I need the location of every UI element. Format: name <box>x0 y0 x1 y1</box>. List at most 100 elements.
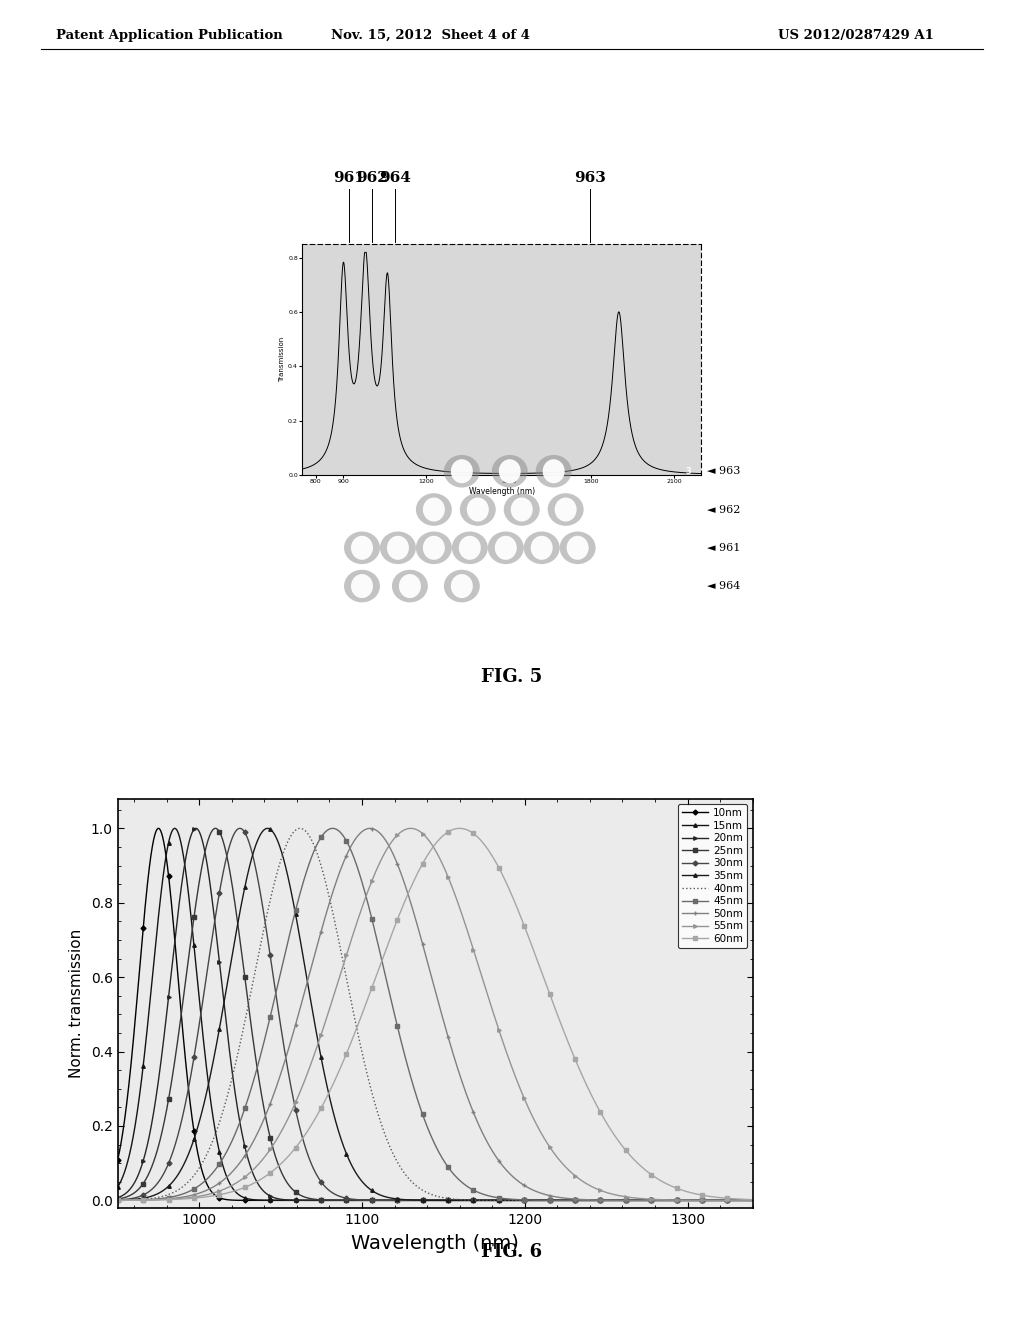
Ellipse shape <box>380 532 416 564</box>
45nm <box>355 873 368 888</box>
Text: 962: 962 <box>356 170 388 185</box>
Ellipse shape <box>351 536 373 560</box>
25nm <box>184 937 197 953</box>
15nm <box>169 821 181 837</box>
55nm <box>355 902 368 917</box>
45nm <box>184 1183 197 1199</box>
40nm <box>222 1086 234 1102</box>
10nm <box>184 1097 197 1113</box>
50nm <box>746 1192 759 1208</box>
Text: ◄ 962: ◄ 962 <box>707 504 740 515</box>
60nm <box>112 1192 124 1208</box>
45nm <box>383 983 395 999</box>
15nm <box>222 1172 234 1188</box>
10nm <box>355 1192 368 1208</box>
60nm <box>222 1185 234 1201</box>
55nm <box>746 1192 759 1208</box>
35nm <box>746 1192 759 1208</box>
40nm <box>294 821 306 837</box>
40nm <box>734 1192 746 1208</box>
25nm <box>355 1192 368 1208</box>
35nm <box>184 1142 197 1158</box>
Line: 60nm: 60nm <box>116 826 755 1203</box>
Line: 40nm: 40nm <box>118 829 753 1200</box>
45nm <box>327 821 339 837</box>
Ellipse shape <box>344 532 380 564</box>
Ellipse shape <box>511 498 532 521</box>
35nm <box>222 973 234 989</box>
Text: 3: 3 <box>686 467 691 475</box>
30nm <box>222 843 234 859</box>
40nm <box>666 1192 678 1208</box>
Ellipse shape <box>560 532 596 564</box>
20nm <box>184 830 197 846</box>
45nm <box>734 1192 746 1208</box>
Text: 961: 961 <box>333 170 366 185</box>
Ellipse shape <box>467 498 488 521</box>
40nm <box>112 1192 124 1208</box>
Ellipse shape <box>566 536 589 560</box>
Y-axis label: Norm. transmission: Norm. transmission <box>69 928 84 1078</box>
30nm <box>734 1192 746 1208</box>
60nm <box>666 1179 678 1195</box>
20nm <box>222 1031 234 1047</box>
X-axis label: Wavelength (nm): Wavelength (nm) <box>351 1234 519 1253</box>
20nm <box>355 1192 368 1208</box>
Ellipse shape <box>530 536 553 560</box>
Line: 15nm: 15nm <box>116 826 755 1203</box>
25nm <box>734 1192 746 1208</box>
20nm <box>189 821 202 837</box>
30nm <box>355 1192 368 1208</box>
45nm <box>112 1192 124 1208</box>
Text: FIG. 5: FIG. 5 <box>481 668 543 686</box>
Text: ◄ 961: ◄ 961 <box>707 543 740 553</box>
35nm <box>355 1172 368 1188</box>
35nm <box>261 821 273 837</box>
30nm <box>233 821 246 837</box>
50nm <box>383 838 395 854</box>
Legend: 10nm, 15nm, 20nm, 25nm, 30nm, 35nm, 40nm, 45nm, 50nm, 55nm, 60nm: 10nm, 15nm, 20nm, 25nm, 30nm, 35nm, 40nm… <box>678 804 748 948</box>
55nm <box>112 1192 124 1208</box>
45nm <box>222 1142 234 1158</box>
Text: ◄ 964: ◄ 964 <box>707 581 740 591</box>
40nm <box>383 1137 395 1152</box>
35nm <box>383 1189 395 1205</box>
15nm <box>383 1192 395 1208</box>
Ellipse shape <box>555 498 577 521</box>
10nm <box>222 1192 234 1208</box>
55nm <box>666 1192 678 1208</box>
Ellipse shape <box>351 574 373 598</box>
Ellipse shape <box>548 494 584 525</box>
Ellipse shape <box>423 536 444 560</box>
Ellipse shape <box>459 536 481 560</box>
25nm <box>209 821 221 837</box>
40nm <box>746 1192 759 1208</box>
Text: Nov. 15, 2012  Sheet 4 of 4: Nov. 15, 2012 Sheet 4 of 4 <box>331 29 529 42</box>
Ellipse shape <box>423 498 444 521</box>
35nm <box>734 1192 746 1208</box>
30nm <box>383 1192 395 1208</box>
20nm <box>746 1192 759 1208</box>
Line: 50nm: 50nm <box>116 826 755 1203</box>
X-axis label: Wavelength (nm): Wavelength (nm) <box>469 487 535 496</box>
Line: 35nm: 35nm <box>116 826 755 1203</box>
Line: 45nm: 45nm <box>116 826 755 1203</box>
50nm <box>734 1192 746 1208</box>
60nm <box>734 1191 746 1206</box>
Ellipse shape <box>495 536 517 560</box>
40nm <box>355 1041 368 1057</box>
45nm <box>746 1192 759 1208</box>
Ellipse shape <box>460 494 496 525</box>
60nm <box>746 1192 759 1208</box>
Text: 963: 963 <box>573 170 605 185</box>
50nm <box>666 1192 678 1208</box>
Ellipse shape <box>392 570 428 602</box>
Line: 20nm: 20nm <box>116 826 755 1203</box>
Ellipse shape <box>416 532 452 564</box>
Ellipse shape <box>492 455 527 487</box>
Ellipse shape <box>451 574 473 598</box>
Ellipse shape <box>504 494 540 525</box>
20nm <box>383 1192 395 1208</box>
Ellipse shape <box>344 570 380 602</box>
10nm <box>153 821 165 837</box>
